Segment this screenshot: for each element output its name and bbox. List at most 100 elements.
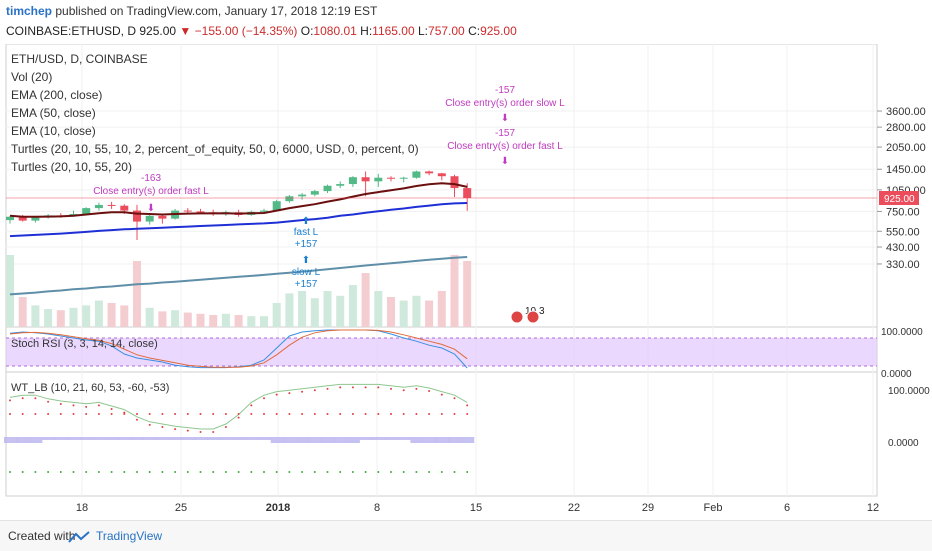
tradingview-link[interactable]: TradingView <box>96 529 163 543</box>
wt-level-dot <box>199 471 202 473</box>
volume-bar <box>323 291 332 327</box>
time-tick-label: 25 <box>175 502 187 514</box>
flag-icon[interactable] <box>526 310 540 324</box>
wt-dot <box>21 397 24 400</box>
wt-dot <box>339 386 342 389</box>
candle-body <box>437 173 446 177</box>
chart-canvas[interactable]: ETH/USD, D, COINBASE Vol (20) EMA (200, … <box>0 44 932 520</box>
open-label: O: <box>300 24 314 38</box>
wt-histogram-bar <box>4 437 17 443</box>
candle-body <box>387 177 395 179</box>
wt-dot <box>390 387 392 390</box>
wt-dot <box>440 393 443 396</box>
wt-level-dot <box>47 413 50 415</box>
high-label: H: <box>360 24 373 38</box>
wt-level-dot <box>250 413 253 415</box>
wt-level-dot <box>9 471 11 473</box>
wt-level-dot <box>21 471 24 473</box>
arrow-up-icon: ⬆ <box>302 216 310 227</box>
wt-dot <box>402 389 405 392</box>
arrow-down-icon: ⬇ <box>501 113 509 124</box>
volume-bar <box>145 307 154 327</box>
price-pane[interactable] <box>5 44 878 328</box>
wt-histogram-bar <box>258 437 271 440</box>
wt-level-dot <box>136 471 138 473</box>
low-label: L: <box>418 24 429 38</box>
wt-level-dot <box>351 471 354 473</box>
volume-bar <box>82 305 91 327</box>
candle-body <box>120 205 129 211</box>
wt-dot <box>97 404 100 407</box>
wt-histogram-bar <box>181 437 195 440</box>
grid-lines <box>6 44 877 496</box>
legend-item[interactable]: Turtles (20, 10, 55, 20) <box>11 160 132 174</box>
wt-level-dot <box>288 413 291 415</box>
wt-dot <box>237 416 240 419</box>
volume-bar <box>348 285 357 327</box>
wt-dot <box>85 405 88 408</box>
wt-dot <box>275 393 278 396</box>
wt-histogram-bar <box>54 437 68 440</box>
last-price: 925.00 <box>139 24 177 38</box>
volume-bar <box>310 298 319 327</box>
wt-level-dot <box>34 471 37 473</box>
legend-item[interactable]: Vol (20) <box>11 70 52 84</box>
wt-level-dot <box>72 413 75 415</box>
wt-title[interactable]: WT_LB (10, 21, 60, 53, -60, -53) <box>11 382 169 394</box>
wt-level-dot <box>364 471 367 473</box>
wt-histogram-bar <box>346 437 360 443</box>
wt-dot <box>288 392 291 395</box>
time-axis[interactable]: 18 25 2018 8 15 22 29 Feb 6 12 <box>76 502 879 514</box>
legend-item[interactable]: EMA (10, close) <box>11 124 96 138</box>
wt-level-dot <box>85 413 88 415</box>
time-tick-label: 2018 <box>266 502 290 514</box>
wt-level-dot <box>161 471 164 473</box>
wt-dot <box>377 386 380 389</box>
ohlc-line: COINBASE:ETHUSD, D 925.00 ▼ −155.00 (−14… <box>6 24 517 38</box>
volume-bar <box>6 255 14 327</box>
author-link[interactable]: timchep <box>6 4 53 18</box>
wt-dot <box>212 431 215 434</box>
wt-level-dot <box>237 471 240 473</box>
wt-histogram-bar <box>334 437 348 443</box>
legend-item[interactable]: EMA (200, close) <box>11 88 102 102</box>
chart-header: timchep published on TradingView.com, Ja… <box>0 0 932 44</box>
wt-level-dot <box>339 471 342 473</box>
price-tick-label: 550.00 <box>886 226 920 238</box>
volume-bar <box>399 300 408 327</box>
volume-bar <box>450 255 459 327</box>
stoch-axis-tick: 100.0000 <box>881 327 923 338</box>
wt-level-dot <box>288 471 291 473</box>
ema200-line <box>9 256 468 296</box>
wt-histogram-bar <box>143 437 157 440</box>
wt-level-dot <box>466 413 469 415</box>
volume-bar <box>183 312 192 327</box>
wt-dot <box>59 402 62 405</box>
wt-pane[interactable] <box>5 371 878 497</box>
price-axis[interactable]: 3600.002800.002050.001450.001050.00750.0… <box>877 106 926 271</box>
wt-level-dot <box>34 413 37 415</box>
tradingview-logo-icon <box>68 531 90 543</box>
volume-bar <box>107 303 116 327</box>
wt-level-dot <box>212 471 215 473</box>
wt-histogram-bar <box>359 437 373 440</box>
wt-level-dot <box>326 471 329 473</box>
wt-level-dot <box>110 413 113 415</box>
legend-item[interactable]: Turtles (20, 10, 55, 10, 2, percent_of_e… <box>11 142 419 156</box>
stoch-title[interactable]: Stoch RSI (3, 3, 14, 14, close) <box>11 338 158 350</box>
wt-level-dot <box>326 413 329 415</box>
wt-dot <box>263 397 265 400</box>
volume-bar <box>361 273 370 327</box>
wt-level-dot <box>224 413 227 415</box>
wt-histogram-bar <box>194 437 208 440</box>
candle-body <box>31 216 40 221</box>
events-marker[interactable]: 10 3 <box>510 306 545 324</box>
flag-icon[interactable] <box>510 310 524 324</box>
wt-level-dot <box>148 413 151 415</box>
legend-item[interactable]: EMA (50, close) <box>11 106 96 120</box>
wt-level-dot <box>275 413 278 415</box>
wt-histogram-bar <box>283 437 297 443</box>
wt-histogram-bar <box>423 437 437 443</box>
wt-level-dot <box>453 413 456 415</box>
wt-histogram-bar <box>232 437 246 440</box>
